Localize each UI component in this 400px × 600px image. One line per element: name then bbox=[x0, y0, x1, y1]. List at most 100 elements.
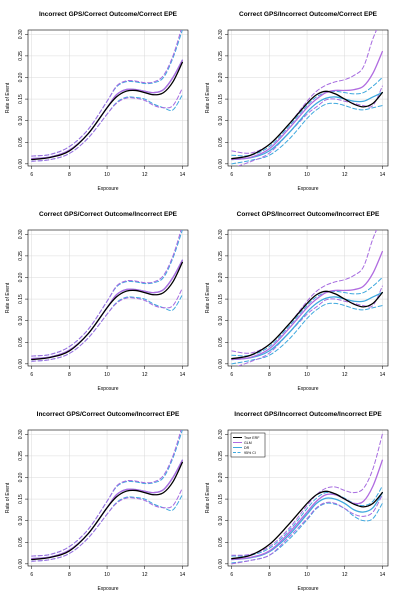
plot-frame bbox=[227, 229, 389, 367]
y-tick-label: 0.25 bbox=[218, 51, 224, 61]
y-tick-label: 0.15 bbox=[218, 494, 224, 504]
x-tick-label: 6 bbox=[30, 172, 33, 178]
x-tick-label: 6 bbox=[230, 372, 233, 378]
chart-svg: Incorrect GPS/Correct Outcome/Incorrect … bbox=[5, 411, 189, 592]
x-tick-label: 14 bbox=[380, 572, 386, 578]
y-tick-label: 0.25 bbox=[218, 251, 224, 261]
y-tick-label: 0.20 bbox=[218, 72, 224, 82]
series-true-erf bbox=[231, 90, 383, 160]
x-tick-label: 14 bbox=[180, 572, 186, 578]
series-glm-95-ci-upper bbox=[31, 30, 182, 157]
y-tick-label: 0.20 bbox=[218, 472, 224, 482]
series-true-erf bbox=[31, 261, 183, 361]
y-tick-label: 0.05 bbox=[18, 137, 24, 147]
y-tick-label: 0.30 bbox=[218, 429, 224, 439]
series-dr bbox=[231, 491, 383, 561]
series-true-erf bbox=[31, 61, 183, 161]
legend-label: DR bbox=[244, 446, 250, 450]
y-axis-label: Rate of Event bbox=[5, 282, 11, 313]
y-tick-label: 0.25 bbox=[18, 251, 24, 261]
x-tick-label: 12 bbox=[342, 572, 348, 578]
y-tick-label: 0.15 bbox=[18, 294, 24, 304]
series-dr-95-ci-lower bbox=[231, 102, 383, 165]
y-tick-label: 0.25 bbox=[18, 451, 24, 461]
series-glm-95-ci-lower bbox=[31, 287, 183, 362]
y-tick-label: 0.05 bbox=[18, 537, 24, 547]
x-tick-label: 12 bbox=[142, 572, 148, 578]
y-axis-label: Rate of Event bbox=[205, 282, 211, 313]
chart-panel-6: Incorrect GPS/Incorrect Outcome/Incorrec… bbox=[200, 400, 400, 600]
x-tick-label: 10 bbox=[104, 572, 110, 578]
y-tick-label: 0.20 bbox=[18, 272, 24, 282]
y-axis-label: Rate of Event bbox=[5, 482, 11, 513]
legend-label: GLM bbox=[244, 441, 252, 445]
x-tick-label: 10 bbox=[304, 572, 310, 578]
chart-title: Incorrect GPS/Correct Outcome/Correct EP… bbox=[39, 11, 178, 18]
x-tick-label: 14 bbox=[380, 372, 386, 378]
y-tick-label: 0.00 bbox=[18, 359, 24, 369]
x-axis-label: Exposure bbox=[297, 186, 318, 192]
series-glm bbox=[31, 459, 183, 560]
y-tick-label: 0.00 bbox=[18, 559, 24, 569]
chart-panel-3: Correct GPS/Correct Outcome/Incorrect EP… bbox=[0, 200, 200, 400]
x-tick-label: 10 bbox=[104, 372, 110, 378]
chart-svg: Incorrect GPS/Correct Outcome/Correct EP… bbox=[5, 11, 189, 192]
chart-title: Incorrect GPS/Incorrect Outcome/Incorrec… bbox=[234, 411, 382, 418]
x-tick-label: 14 bbox=[380, 172, 386, 178]
y-tick-label: 0.10 bbox=[18, 516, 24, 526]
x-tick-label: 10 bbox=[304, 372, 310, 378]
series-glm bbox=[231, 459, 383, 561]
plot-frame bbox=[27, 29, 189, 167]
series-true-erf bbox=[31, 461, 183, 561]
x-tick-label: 10 bbox=[104, 172, 110, 178]
chart-svg: Correct GPS/Incorrect Outcome/Incorrect … bbox=[205, 211, 389, 392]
plot-frame bbox=[27, 429, 189, 567]
x-axis-label: Exposure bbox=[97, 186, 118, 192]
chart-panel-1: Incorrect GPS/Correct Outcome/Correct EP… bbox=[0, 0, 200, 200]
series-glm-95-ci-lower bbox=[231, 494, 383, 565]
y-tick-label: 0.25 bbox=[218, 451, 224, 461]
series-true-erf bbox=[231, 490, 383, 560]
series-glm bbox=[31, 59, 183, 160]
chart-svg: Correct GPS/Incorrect Outcome/Correct EP… bbox=[205, 11, 389, 192]
x-tick-label: 12 bbox=[142, 172, 148, 178]
y-tick-label: 0.05 bbox=[218, 137, 224, 147]
series-glm bbox=[231, 50, 383, 161]
chart-title: Incorrect GPS/Correct Outcome/Incorrect … bbox=[37, 411, 180, 418]
y-tick-label: 0.10 bbox=[18, 316, 24, 326]
x-tick-label: 8 bbox=[68, 172, 71, 178]
chart-panel-5: Incorrect GPS/Correct Outcome/Incorrect … bbox=[0, 400, 200, 600]
x-tick-label: 12 bbox=[342, 172, 348, 178]
y-tick-label: 0.15 bbox=[18, 94, 24, 104]
chart-title: Correct GPS/Incorrect Outcome/Incorrect … bbox=[237, 211, 380, 218]
y-tick-label: 0.10 bbox=[218, 316, 224, 326]
x-axis-label: Exposure bbox=[97, 586, 118, 592]
series-glm-95-ci-upper bbox=[31, 430, 182, 557]
y-tick-label: 0.30 bbox=[18, 429, 24, 439]
x-tick-label: 6 bbox=[30, 372, 33, 378]
y-tick-label: 0.20 bbox=[18, 72, 24, 82]
x-tick-label: 8 bbox=[268, 172, 271, 178]
series-glm bbox=[231, 250, 383, 361]
x-tick-label: 6 bbox=[230, 172, 233, 178]
legend-label: 95% CI bbox=[244, 451, 256, 455]
y-tick-label: 0.00 bbox=[218, 559, 224, 569]
series-glm-95-ci-lower bbox=[31, 487, 183, 562]
series-glm-95-ci-lower bbox=[236, 285, 383, 366]
series-glm-95-ci-lower bbox=[236, 85, 383, 166]
series-true-erf bbox=[231, 290, 383, 360]
y-tick-label: 0.05 bbox=[18, 337, 24, 347]
y-tick-label: 0.10 bbox=[218, 116, 224, 126]
x-tick-label: 8 bbox=[68, 372, 71, 378]
y-tick-label: 0.05 bbox=[218, 337, 224, 347]
y-tick-label: 0.05 bbox=[218, 537, 224, 547]
chart-title: Correct GPS/Correct Outcome/Incorrect EP… bbox=[39, 211, 178, 218]
x-tick-label: 8 bbox=[268, 372, 271, 378]
y-tick-label: 0.20 bbox=[218, 272, 224, 282]
chart-panel-4: Correct GPS/Incorrect Outcome/Incorrect … bbox=[200, 200, 400, 400]
plot-frame bbox=[27, 229, 189, 367]
series-dr bbox=[231, 291, 383, 361]
series-glm-95-ci-upper bbox=[231, 433, 383, 556]
y-tick-label: 0.15 bbox=[218, 294, 224, 304]
